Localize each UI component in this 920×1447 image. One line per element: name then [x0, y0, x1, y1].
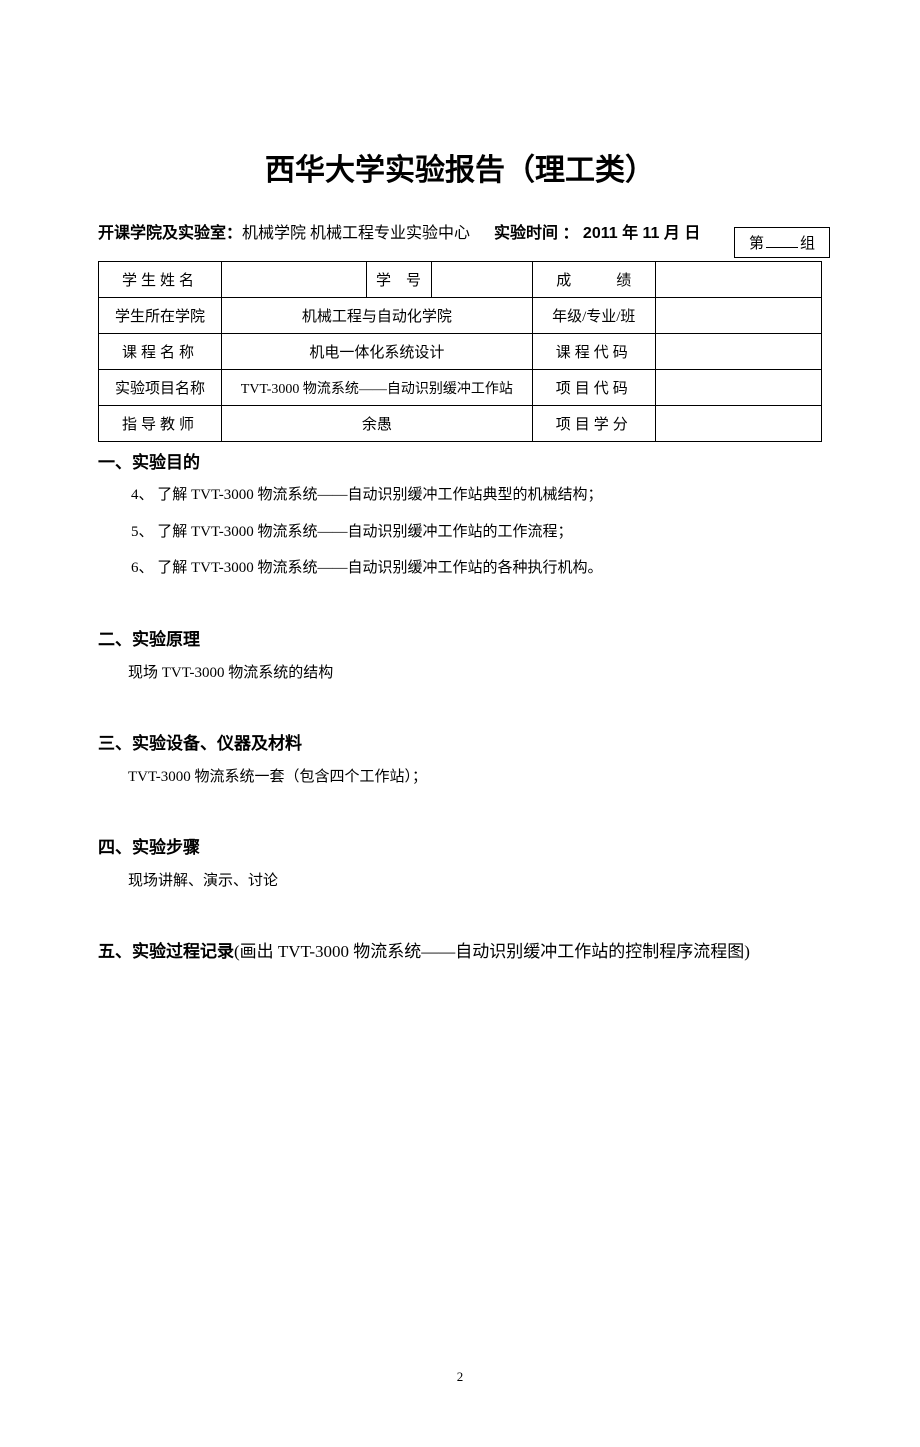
header-school-label: 开课学院及实验室： — [98, 225, 242, 242]
cell-school-value: 机械工程与自动化学院 — [221, 298, 532, 334]
group-blank — [766, 234, 798, 248]
cell-student-id-label: 学 号 — [366, 262, 431, 298]
table-row-1: 学生姓名 学 号 成 绩 — [99, 262, 822, 298]
table-row-5: 指导教师 余愚 项目学分 — [99, 406, 822, 442]
info-table: 学生姓名 学 号 成 绩 学生所在学院 机械工程与自动化学院 年级/专业/班 课… — [98, 261, 822, 442]
header-date: 2011 年 11 月 日 — [578, 225, 700, 242]
cell-teacher-label: 指导教师 — [99, 406, 222, 442]
cell-project-code-label: 项目代码 — [532, 370, 655, 406]
section-2-heading: 二、实验原理 — [98, 625, 822, 650]
cell-project-value: TVT-3000 物流系统——自动识别缓冲工作站 — [221, 370, 532, 406]
cell-class-value — [655, 298, 821, 334]
cell-credit-label: 项目学分 — [532, 406, 655, 442]
header-time-label: 实验时间 ： — [494, 225, 578, 242]
section-3-content: TVT-3000 物流系统一套（包含四个工作站）； — [98, 764, 822, 791]
cell-student-name-value — [221, 262, 366, 298]
section-1-item-3: 6、 了解 TVT-3000 物流系统——自动识别缓冲工作站的各种执行机构。 — [98, 554, 822, 583]
header-school-value: 机械学院 机械工程专业实验中心 — [242, 225, 470, 242]
cell-credit-value — [655, 406, 821, 442]
cell-course-code-label: 课程代码 — [532, 334, 655, 370]
cell-course-code-value — [655, 334, 821, 370]
cell-project-code-value — [655, 370, 821, 406]
section-2-content: 现场 TVT-3000 物流系统的结构 — [98, 660, 822, 687]
table-row-2: 学生所在学院 机械工程与自动化学院 年级/专业/班 — [99, 298, 822, 334]
cell-course-label: 课程名称 — [99, 334, 222, 370]
table-row-3: 课程名称 机电一体化系统设计 课程代码 — [99, 334, 822, 370]
header-line: 开课学院及实验室：机械学院 机械工程专业实验中心 实验时间 ： 2011 年 1… — [98, 219, 822, 243]
cell-class-label: 年级/专业/班 — [532, 298, 655, 334]
section-5-heading-text: 五、实验过程记录 — [98, 942, 234, 961]
group-prefix: 第 — [749, 236, 764, 252]
group-suffix: 组 — [800, 236, 815, 252]
cell-project-label: 实验项目名称 — [99, 370, 222, 406]
cell-school-label: 学生所在学院 — [99, 298, 222, 334]
table-row-4: 实验项目名称 TVT-3000 物流系统——自动识别缓冲工作站 项目代码 — [99, 370, 822, 406]
group-box: 第组 — [734, 227, 830, 258]
section-4-heading: 四、实验步骤 — [98, 833, 822, 858]
section-4-content: 现场讲解、演示、讨论 — [98, 868, 822, 895]
section-5-heading: 五、实验过程记录(画出 TVT-3000 物流系统——自动识别缓冲工作站的控制程… — [98, 937, 822, 962]
section-5-suffix: (画出 TVT-3000 物流系统——自动识别缓冲工作站的控制程序流程图) — [234, 942, 750, 961]
cell-student-name-label: 学生姓名 — [99, 262, 222, 298]
page-title: 西华大学实验报告（理工类） — [0, 145, 920, 189]
cell-student-id-value — [431, 262, 532, 298]
cell-grade-value — [655, 262, 821, 298]
section-1-heading: 一、实验目的 — [98, 448, 822, 473]
cell-teacher-value: 余愚 — [221, 406, 532, 442]
page-number: 2 — [0, 1369, 920, 1385]
section-3-heading: 三、实验设备、仪器及材料 — [98, 729, 822, 754]
cell-course-value: 机电一体化系统设计 — [221, 334, 532, 370]
cell-grade-label: 成 绩 — [532, 262, 655, 298]
section-1-item-2: 5、 了解 TVT-3000 物流系统——自动识别缓冲工作站的工作流程； — [98, 518, 822, 547]
section-1-item-1: 4、 了解 TVT-3000 物流系统——自动识别缓冲工作站典型的机械结构； — [98, 481, 822, 510]
